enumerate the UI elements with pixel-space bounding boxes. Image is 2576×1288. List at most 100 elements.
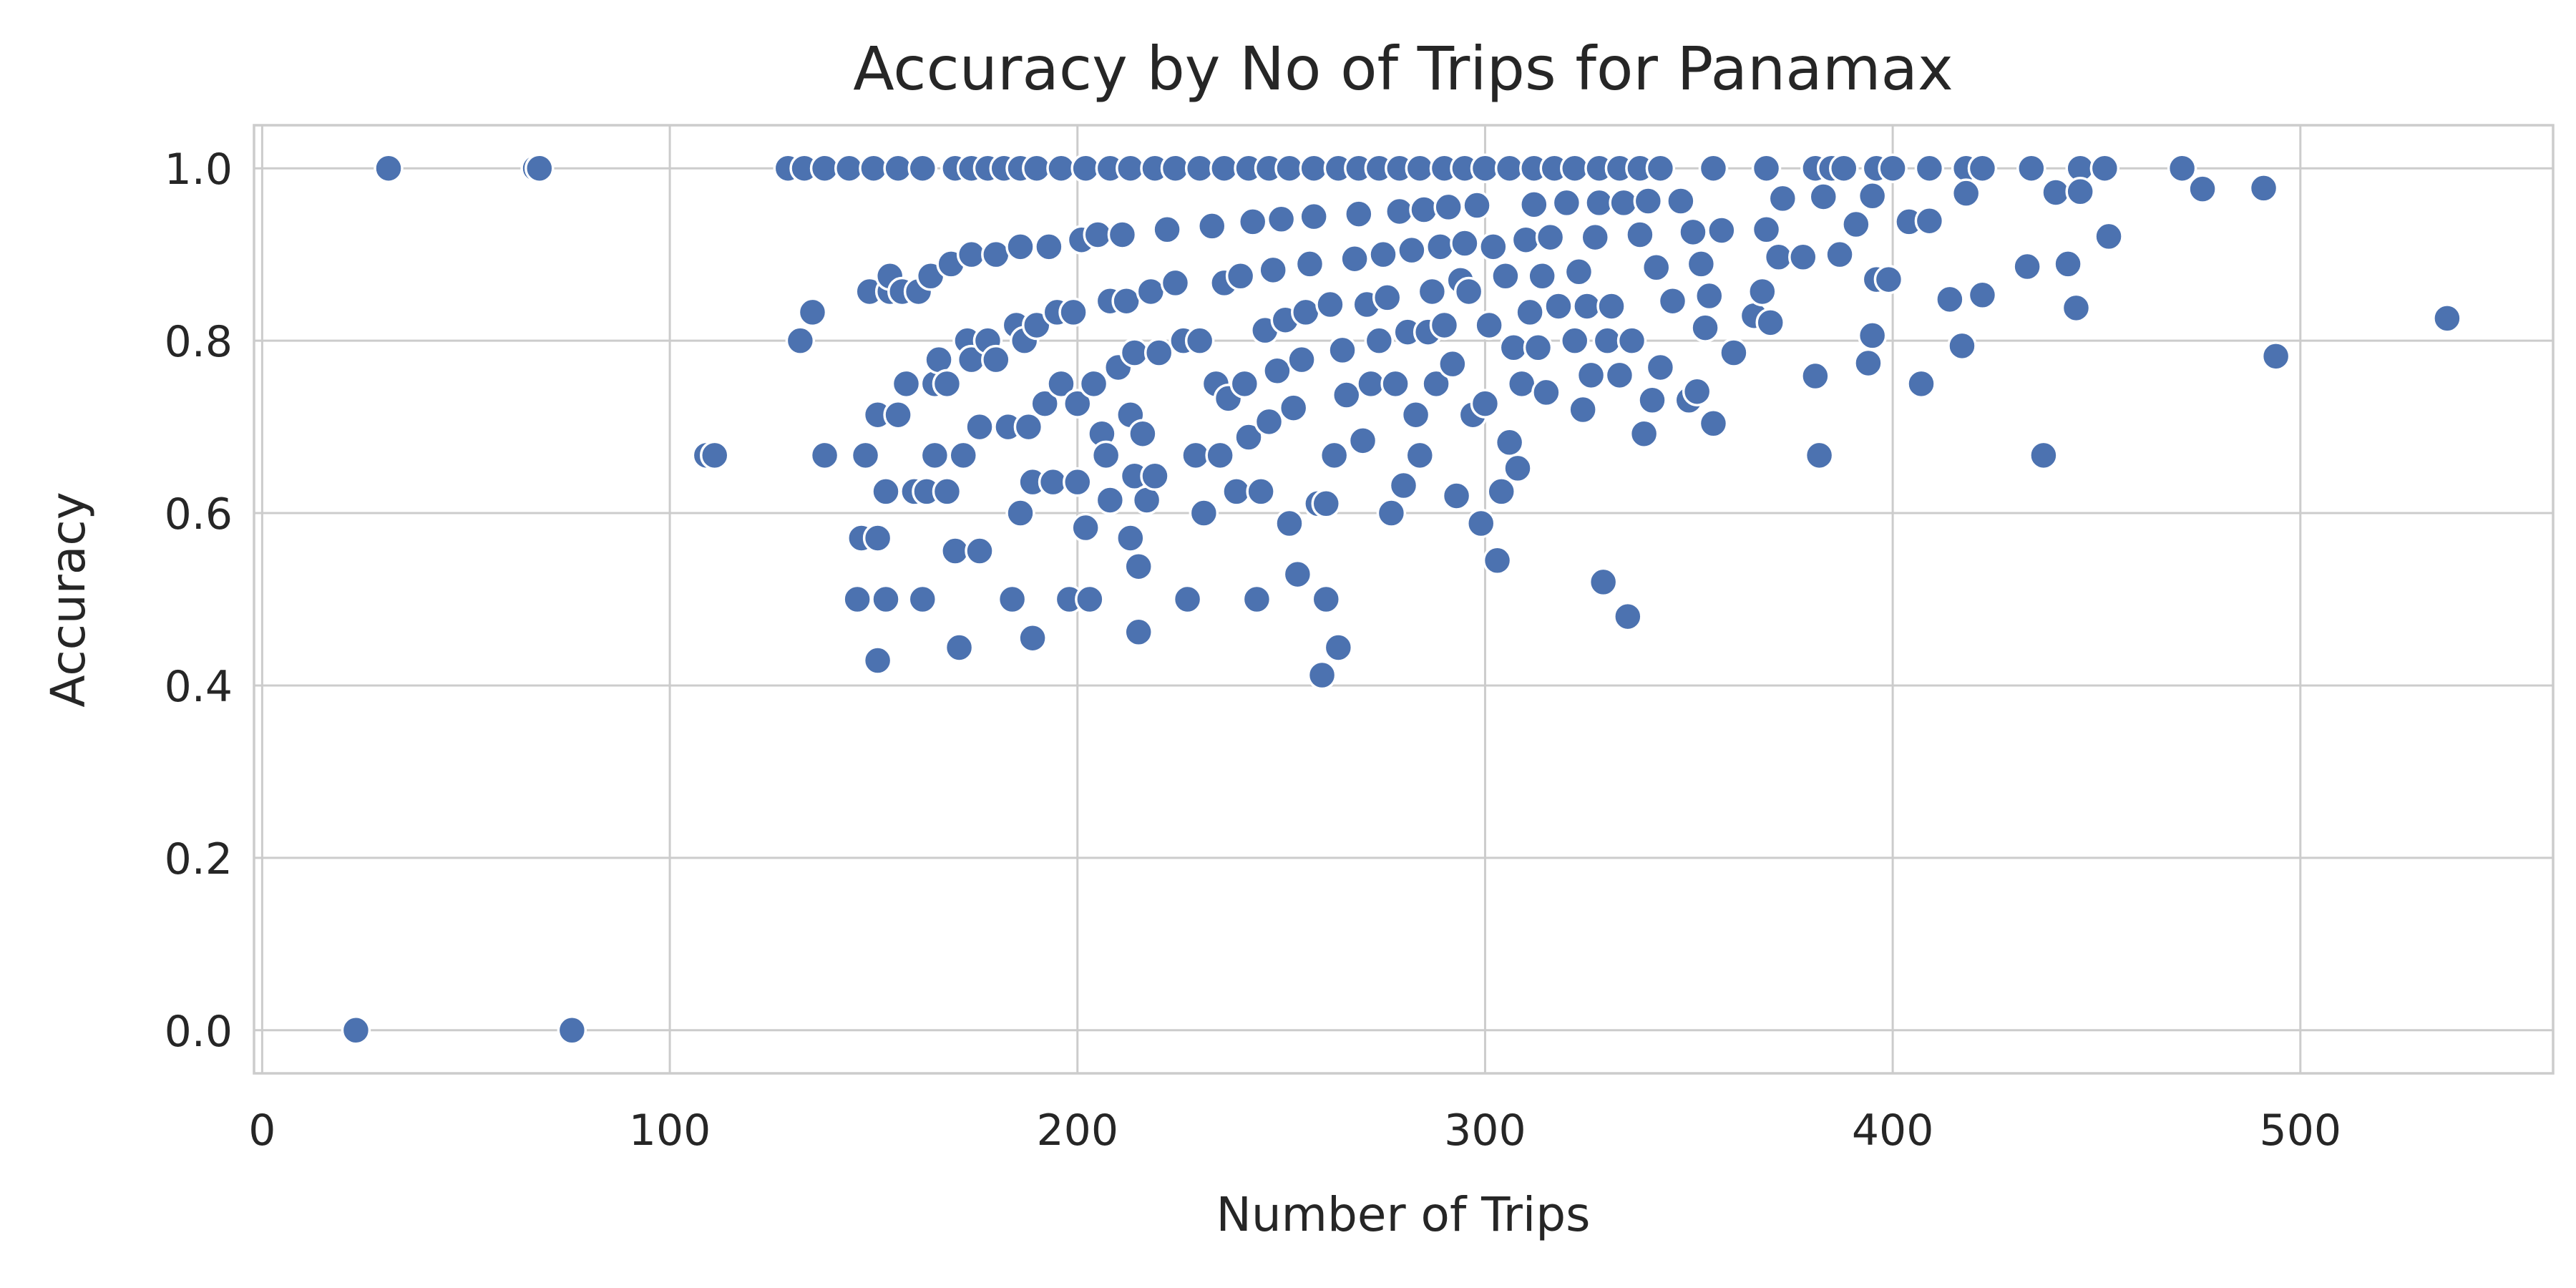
data-point bbox=[1388, 470, 1419, 501]
data-point bbox=[2260, 341, 2291, 371]
y-tick-label: 0.0 bbox=[165, 1007, 233, 1057]
data-point bbox=[965, 411, 995, 442]
data-point bbox=[1299, 153, 1329, 183]
data-point bbox=[1225, 261, 1256, 291]
data-point bbox=[1751, 153, 1782, 183]
data-point bbox=[1800, 361, 1830, 391]
data-point bbox=[1592, 326, 1623, 356]
data-point bbox=[948, 440, 978, 471]
data-point bbox=[1274, 153, 1304, 183]
data-point bbox=[1951, 178, 1981, 208]
chart-title: Accuracy by No of Trips for Panamax bbox=[853, 34, 1953, 104]
data-point bbox=[1616, 326, 1647, 356]
data-point bbox=[2065, 177, 2095, 207]
data-point bbox=[1873, 264, 1904, 295]
data-point bbox=[1046, 153, 1076, 183]
data-point bbox=[1197, 211, 1227, 241]
data-point bbox=[1429, 310, 1460, 341]
data-point bbox=[1527, 261, 1557, 291]
data-point bbox=[1494, 153, 1525, 183]
data-point bbox=[1152, 215, 1182, 245]
data-point bbox=[1596, 291, 1626, 321]
data-point bbox=[1246, 477, 1276, 507]
data-point bbox=[1584, 187, 1614, 218]
data-point bbox=[1421, 369, 1451, 399]
data-point bbox=[1331, 380, 1362, 410]
data-point bbox=[1184, 326, 1215, 356]
data-point bbox=[1111, 286, 1141, 316]
data-point bbox=[871, 477, 901, 507]
data-point bbox=[1241, 584, 1272, 615]
data-point bbox=[1478, 232, 1508, 262]
data-point bbox=[1356, 369, 1386, 399]
data-point bbox=[1433, 192, 1463, 223]
data-point bbox=[891, 369, 922, 399]
data-point bbox=[1046, 369, 1076, 399]
data-point bbox=[834, 153, 864, 183]
data-point bbox=[940, 536, 970, 566]
data-point bbox=[1767, 183, 1798, 214]
x-axis-label: Number of Trips bbox=[1216, 1187, 1590, 1242]
data-point bbox=[1172, 584, 1203, 615]
data-point bbox=[1143, 338, 1174, 368]
data-point bbox=[1323, 633, 1354, 663]
data-point bbox=[1078, 369, 1109, 399]
data-point bbox=[1400, 399, 1431, 430]
data-point bbox=[1629, 419, 1659, 449]
data-point bbox=[1282, 559, 1313, 590]
data-point bbox=[1576, 360, 1606, 391]
data-point bbox=[1409, 195, 1439, 225]
data-point bbox=[1523, 333, 1553, 363]
data-point bbox=[1698, 153, 1729, 183]
x-tick-label: 0 bbox=[248, 1106, 275, 1156]
data-point bbox=[1808, 182, 1839, 212]
data-point bbox=[1013, 411, 1044, 442]
data-point bbox=[859, 153, 889, 183]
data-point bbox=[1136, 276, 1166, 307]
data-point bbox=[525, 153, 555, 183]
data-point bbox=[842, 584, 872, 615]
data-point bbox=[1237, 207, 1268, 237]
data-point bbox=[997, 584, 1028, 615]
x-tick-label: 400 bbox=[1852, 1106, 1934, 1156]
data-point bbox=[1453, 276, 1484, 307]
data-point bbox=[1857, 321, 1888, 351]
data-point bbox=[1641, 253, 1672, 283]
data-point bbox=[1491, 261, 1521, 291]
data-point bbox=[932, 369, 962, 399]
data-point bbox=[1498, 333, 1529, 363]
data-point bbox=[2094, 221, 2124, 252]
data-point bbox=[1825, 239, 1855, 270]
data-point bbox=[1519, 190, 1549, 220]
data-point bbox=[1140, 461, 1170, 491]
data-point bbox=[1209, 153, 1239, 183]
data-point bbox=[1128, 419, 1158, 449]
data-point bbox=[871, 584, 901, 615]
data-point bbox=[1018, 623, 1048, 653]
data-point bbox=[1119, 338, 1150, 368]
data-point bbox=[1038, 467, 1068, 497]
data-point bbox=[1682, 376, 1712, 406]
data-point bbox=[1299, 201, 1329, 232]
data-point bbox=[1604, 360, 1635, 391]
data-point bbox=[883, 153, 913, 183]
data-point bbox=[1535, 222, 1566, 253]
data-point bbox=[1625, 220, 1655, 250]
data-point bbox=[809, 440, 840, 471]
data-point bbox=[1657, 286, 1688, 316]
data-point bbox=[1588, 567, 1619, 597]
data-point bbox=[1315, 289, 1345, 320]
data-point bbox=[1686, 249, 1717, 279]
data-point bbox=[1405, 153, 1435, 183]
data-point bbox=[944, 633, 975, 663]
data-point bbox=[1385, 196, 1415, 227]
data-point bbox=[1438, 348, 1468, 379]
data-point bbox=[1319, 440, 1350, 471]
data-point bbox=[956, 239, 987, 270]
data-point bbox=[1747, 276, 1777, 307]
data-point bbox=[1511, 225, 1541, 255]
data-point bbox=[1841, 209, 1871, 240]
data-point bbox=[1380, 369, 1410, 399]
data-point bbox=[907, 584, 938, 615]
